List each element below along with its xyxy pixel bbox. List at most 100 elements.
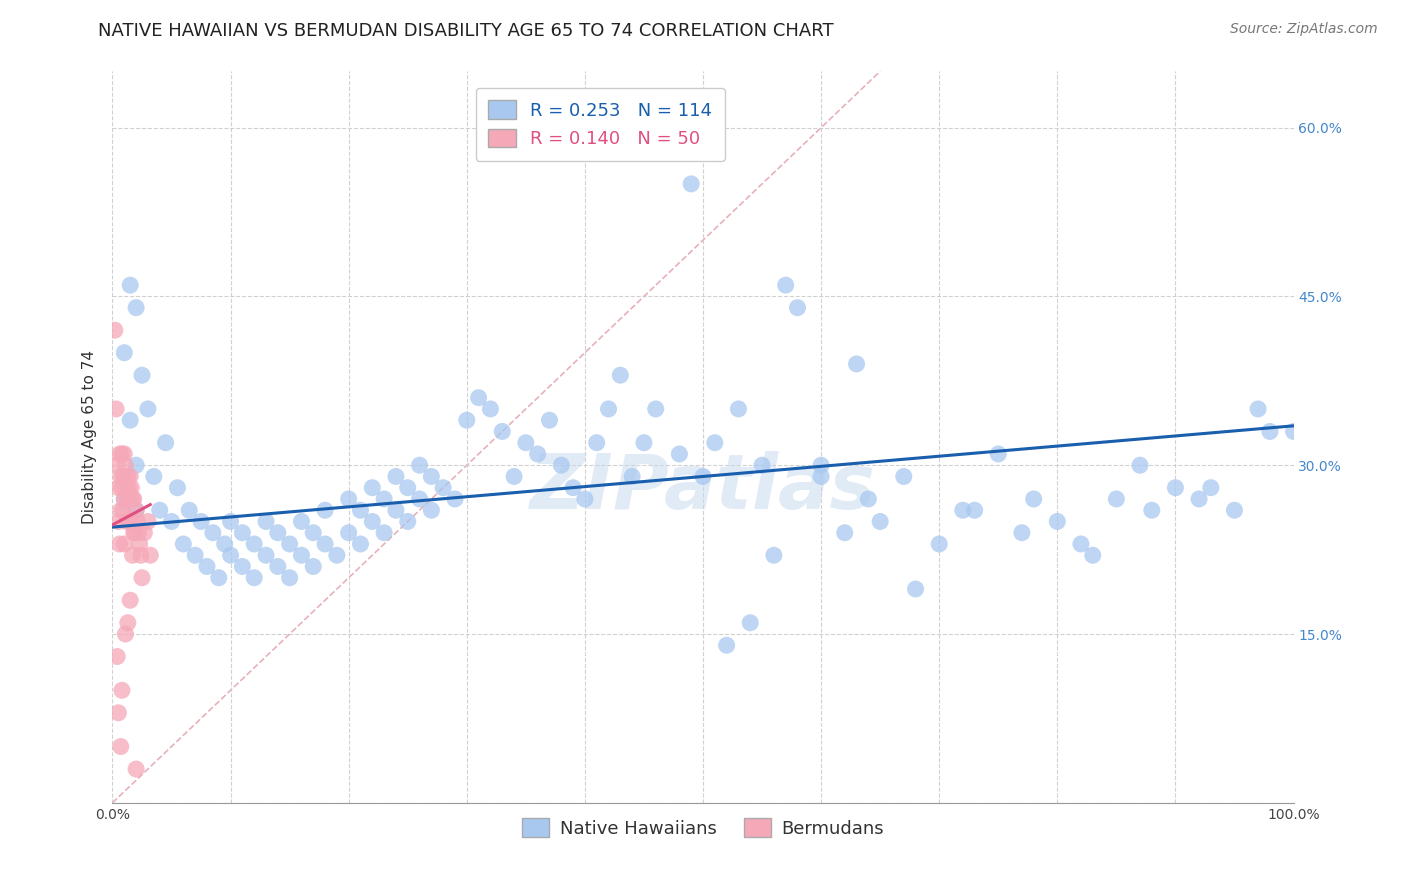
Point bbox=[633, 435, 655, 450]
Point bbox=[762, 548, 785, 562]
Point bbox=[122, 525, 145, 540]
Point bbox=[550, 458, 572, 473]
Point bbox=[893, 469, 915, 483]
Point bbox=[142, 469, 165, 483]
Point bbox=[112, 469, 135, 483]
Point bbox=[668, 447, 690, 461]
Text: ZIPatlas: ZIPatlas bbox=[530, 451, 876, 525]
Point bbox=[190, 515, 212, 529]
Point bbox=[1164, 481, 1187, 495]
Point bbox=[107, 481, 129, 495]
Point bbox=[373, 491, 395, 506]
Point bbox=[122, 491, 145, 506]
Point bbox=[1282, 425, 1305, 439]
Point bbox=[131, 368, 153, 383]
Point bbox=[125, 503, 148, 517]
Point bbox=[526, 447, 548, 461]
Point bbox=[118, 515, 141, 529]
Point bbox=[267, 559, 290, 574]
Point bbox=[219, 548, 242, 562]
Point bbox=[115, 481, 138, 495]
Point bbox=[118, 481, 141, 495]
Point bbox=[136, 515, 159, 529]
Point bbox=[503, 469, 526, 483]
Point bbox=[1011, 525, 1033, 540]
Point bbox=[134, 525, 156, 540]
Point bbox=[337, 491, 360, 506]
Point bbox=[598, 401, 620, 416]
Point bbox=[278, 571, 301, 585]
Point bbox=[136, 401, 159, 416]
Point bbox=[290, 515, 312, 529]
Point bbox=[112, 491, 135, 506]
Point bbox=[110, 469, 132, 483]
Point bbox=[172, 537, 194, 551]
Point bbox=[125, 301, 148, 315]
Point bbox=[326, 548, 349, 562]
Point bbox=[361, 481, 384, 495]
Point bbox=[1140, 503, 1163, 517]
Point bbox=[1105, 491, 1128, 506]
Point bbox=[574, 491, 596, 506]
Point bbox=[302, 525, 325, 540]
Point bbox=[243, 571, 266, 585]
Point bbox=[515, 435, 537, 450]
Point bbox=[952, 503, 974, 517]
Point bbox=[290, 548, 312, 562]
Point bbox=[1258, 425, 1281, 439]
Point bbox=[149, 503, 172, 517]
Point bbox=[160, 515, 183, 529]
Point bbox=[420, 469, 443, 483]
Point bbox=[751, 458, 773, 473]
Point bbox=[361, 515, 384, 529]
Text: NATIVE HAWAIIAN VS BERMUDAN DISABILITY AGE 65 TO 74 CORRELATION CHART: NATIVE HAWAIIAN VS BERMUDAN DISABILITY A… bbox=[98, 22, 834, 40]
Point bbox=[740, 615, 762, 630]
Point bbox=[139, 548, 162, 562]
Point bbox=[845, 357, 868, 371]
Point bbox=[120, 413, 142, 427]
Point bbox=[1223, 503, 1246, 517]
Text: Source: ZipAtlas.com: Source: ZipAtlas.com bbox=[1230, 22, 1378, 37]
Point bbox=[166, 481, 188, 495]
Point bbox=[120, 469, 142, 483]
Point bbox=[644, 401, 666, 416]
Point bbox=[408, 491, 430, 506]
Point bbox=[231, 525, 253, 540]
Point bbox=[727, 401, 749, 416]
Point bbox=[1046, 515, 1069, 529]
Point bbox=[337, 525, 360, 540]
Point bbox=[201, 525, 224, 540]
Point bbox=[385, 469, 408, 483]
Point bbox=[491, 425, 513, 439]
Legend: Native Hawaiians, Bermudans: Native Hawaiians, Bermudans bbox=[515, 811, 891, 845]
Point bbox=[112, 345, 135, 359]
Point bbox=[1070, 537, 1092, 551]
Point bbox=[278, 537, 301, 551]
Point bbox=[231, 559, 253, 574]
Point bbox=[214, 537, 236, 551]
Point bbox=[444, 491, 467, 506]
Point bbox=[195, 559, 218, 574]
Point bbox=[267, 525, 290, 540]
Point bbox=[105, 649, 128, 664]
Point bbox=[120, 593, 142, 607]
Point bbox=[928, 537, 950, 551]
Point bbox=[112, 503, 135, 517]
Point bbox=[105, 458, 128, 473]
Point bbox=[117, 491, 139, 506]
Point bbox=[114, 458, 136, 473]
Point bbox=[127, 515, 149, 529]
Point bbox=[775, 278, 797, 293]
Point bbox=[104, 323, 127, 337]
Point bbox=[349, 537, 371, 551]
Point bbox=[125, 458, 148, 473]
Point bbox=[184, 548, 207, 562]
Point bbox=[120, 481, 142, 495]
Point bbox=[107, 706, 129, 720]
Point bbox=[1081, 548, 1104, 562]
Point bbox=[385, 503, 408, 517]
Point bbox=[1188, 491, 1211, 506]
Point bbox=[108, 537, 131, 551]
Point bbox=[219, 515, 242, 529]
Point bbox=[112, 491, 135, 506]
